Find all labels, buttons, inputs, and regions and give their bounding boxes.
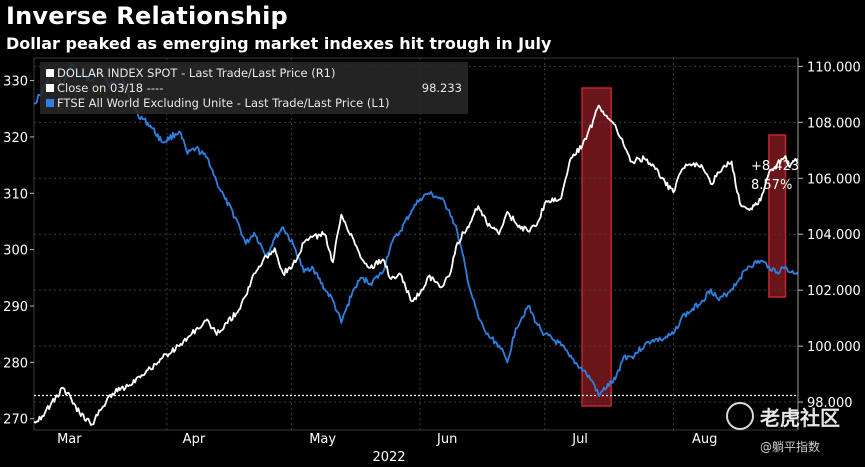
y-left-tick-label: 290 [3, 300, 28, 315]
x-tick-label: Jul [571, 432, 588, 447]
legend-item-ftse: FTSE All World Excluding Unite - Last Tr… [46, 96, 390, 110]
chart-subtitle: Dollar peaked as emerging market indexes… [6, 34, 552, 53]
x-year-label: 2022 [372, 450, 405, 465]
callout-change: +8.423 [751, 159, 799, 174]
legend-label-dollar: DOLLAR INDEX SPOT - Last Trade/Last Pric… [57, 66, 336, 80]
x-tick-label: Apr [183, 432, 206, 447]
left-axis: 270 280 290 300 310 320 330 [3, 75, 34, 428]
y-right-tick-label: 106.000 [807, 172, 861, 187]
highlight-band [768, 134, 787, 298]
legend-item-close: Close on 03/18 ---- [46, 81, 163, 95]
legend: DOLLAR INDEX SPOT - Last Trade/Last Pric… [40, 62, 468, 114]
y-right-tick-label: 104.000 [807, 228, 861, 243]
y-left-tick-label: 320 [3, 131, 28, 146]
series-line [33, 104, 799, 426]
legend-swatch-ftse [46, 99, 54, 107]
watermark-sub: @躺平指数 [760, 440, 821, 454]
y-right-tick-label: 100.000 [807, 340, 861, 355]
series-line [33, 62, 799, 398]
x-tick-label: Jun [436, 432, 457, 447]
legend-item-dollar: DOLLAR INDEX SPOT - Last Trade/Last Pric… [46, 66, 336, 80]
watermark-brand: 老虎社区 [760, 406, 840, 430]
legend-label-close: Close on 03/18 ---- [57, 81, 164, 95]
y-left-tick-label: 330 [3, 75, 28, 90]
x-axis: Mar Apr May Jun Jul Aug 2022 [57, 432, 717, 465]
y-right-tick-label: 108.000 [807, 116, 861, 131]
series-dollar [33, 104, 799, 426]
chart-title: Inverse Relationship [6, 2, 288, 30]
legend-value-close: 98.233 [421, 81, 462, 95]
watermark: 老虎社区 [726, 400, 854, 432]
y-left-tick-label: 270 [3, 413, 28, 428]
x-tick-label: Aug [692, 432, 717, 447]
highlight-layer [581, 87, 787, 407]
x-tick-label: May [309, 432, 336, 447]
y-left-tick-label: 280 [3, 356, 28, 371]
y-right-tick-label: 110.000 [807, 60, 861, 75]
y-right-tick-label: 98.000 [807, 396, 853, 411]
y-left-tick-label: 300 [3, 244, 28, 259]
callout-pct: 8.57% [751, 178, 792, 193]
y-left-tick-label: 310 [3, 187, 28, 202]
legend-swatch-dollar [46, 69, 54, 77]
y-right-tick-label: 102.000 [807, 284, 861, 299]
series-ftse [33, 62, 799, 398]
legend-label-ftse: FTSE All World Excluding Unite - Last Tr… [57, 96, 390, 110]
legend-swatch-close [46, 84, 54, 92]
tiger-logo-icon [726, 402, 754, 430]
right-axis: 98.000 100.000 102.000 104.000 106.000 108.00… [797, 58, 861, 430]
x-tick-label: Mar [57, 432, 82, 447]
highlight-band [581, 87, 612, 407]
